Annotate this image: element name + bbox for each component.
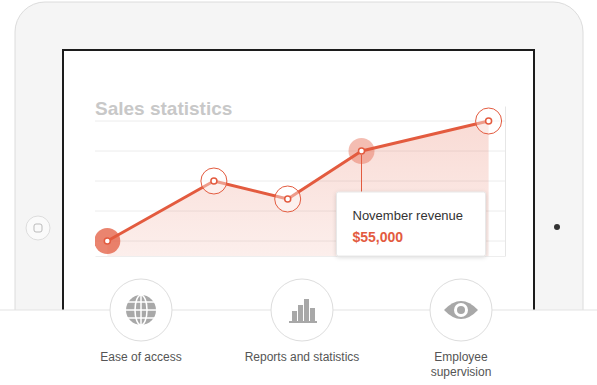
globe xyxy=(126,295,156,325)
icon-bar xyxy=(298,305,303,321)
point-halo xyxy=(95,228,120,254)
point-ring xyxy=(201,168,227,194)
point-ring xyxy=(275,186,301,212)
chart-title: Sales statistics xyxy=(95,98,232,119)
point xyxy=(95,228,120,254)
tooltip-value: $55,000 xyxy=(353,229,404,245)
feature-label: Reports and statistics xyxy=(245,350,360,364)
plot-area xyxy=(95,108,502,256)
icon-bar xyxy=(304,299,309,321)
feature-panel xyxy=(0,310,597,385)
icon-bar xyxy=(292,311,297,321)
feature-icon-circle xyxy=(271,279,333,341)
tooltip-title: November revenue xyxy=(353,208,464,223)
y-axis-line xyxy=(505,107,506,257)
tooltip-connector xyxy=(361,155,362,192)
eye-pupil xyxy=(457,306,465,314)
feature-label: Ease of access xyxy=(100,350,181,364)
globe-line xyxy=(140,295,142,325)
y-axis xyxy=(505,107,507,257)
feature-icon-circle xyxy=(430,279,492,341)
tooltip: November revenue $55,000 xyxy=(337,155,486,256)
feature-label: supervision xyxy=(431,365,492,379)
tooltip-box xyxy=(337,192,486,256)
feature: Employeesupervision xyxy=(430,279,492,379)
device-screen xyxy=(63,50,534,370)
point-ring xyxy=(476,108,502,134)
point xyxy=(476,108,502,134)
eye xyxy=(444,301,478,319)
icon-baseline xyxy=(289,321,317,323)
feature: Ease of access xyxy=(100,279,181,364)
point-dot xyxy=(359,148,365,154)
home-button-icon xyxy=(34,224,42,232)
eye-iris xyxy=(454,303,468,317)
area xyxy=(107,121,488,256)
point-dot xyxy=(285,196,291,202)
page: Sales statistics November revenue $55,000 E… xyxy=(0,0,597,385)
point xyxy=(275,186,301,212)
point-dot xyxy=(486,118,492,124)
point-dot xyxy=(211,178,217,184)
point xyxy=(201,168,227,194)
globe-line xyxy=(135,295,147,325)
feature-label: Employee xyxy=(434,350,488,364)
point-dot xyxy=(104,238,110,244)
grid-line xyxy=(95,121,505,122)
feature: Reports and statistics xyxy=(245,279,360,364)
icon-bar xyxy=(310,308,315,321)
feature-icon-circle xyxy=(110,279,172,341)
home-button xyxy=(26,216,50,240)
camera xyxy=(554,224,560,230)
